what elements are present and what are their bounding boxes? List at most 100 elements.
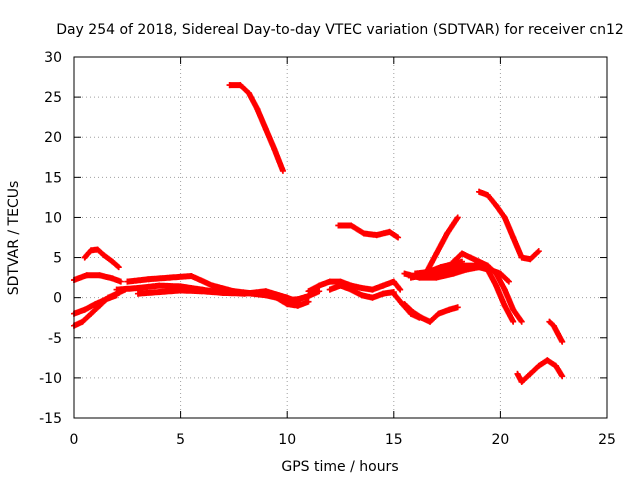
data-point — [188, 273, 195, 280]
data-point — [559, 338, 566, 345]
data-point — [113, 292, 120, 299]
data-point — [166, 274, 173, 281]
data-point — [459, 258, 466, 265]
data-point — [177, 287, 184, 294]
data-point — [493, 270, 500, 277]
data-point — [552, 362, 559, 369]
data-point — [454, 214, 461, 221]
y-tick-label: -10 — [39, 371, 62, 387]
chart-title: Day 254 of 2018, Sidereal Day-to-day VTE… — [56, 22, 624, 38]
data-layer — [71, 82, 566, 385]
series-arc-early-bump — [81, 246, 122, 271]
data-point — [358, 292, 365, 299]
data-point — [514, 370, 521, 377]
data-point — [284, 294, 291, 301]
data-point — [493, 282, 500, 289]
data-point — [463, 266, 470, 273]
data-point — [424, 268, 431, 275]
data-point — [450, 270, 457, 277]
data-point — [454, 304, 461, 311]
data-point — [335, 222, 342, 229]
data-point — [401, 270, 408, 277]
y-tick-label: 30 — [44, 50, 62, 66]
data-point — [124, 278, 131, 285]
data-point — [316, 282, 323, 289]
x-tick-label: 5 — [176, 432, 185, 448]
series-trace — [390, 290, 422, 321]
data-point — [83, 272, 90, 279]
data-point — [397, 286, 404, 293]
tick-layer: 0 5 10 15 20 25 -15 -10 -5 0 5 10 15 20 25 30 — [39, 50, 616, 448]
data-point — [134, 290, 141, 297]
series-arc-early-low — [71, 292, 120, 317]
data-point — [92, 301, 99, 308]
series-arc-peak-mid — [476, 188, 542, 263]
data-point — [444, 230, 451, 237]
data-point — [241, 290, 248, 297]
data-point — [245, 90, 252, 97]
data-point — [501, 286, 508, 293]
data-point — [337, 282, 344, 289]
x-tick-label: 25 — [598, 432, 616, 448]
data-point — [510, 234, 517, 241]
data-point — [437, 264, 444, 271]
data-point — [435, 310, 442, 317]
data-point — [501, 302, 508, 309]
data-point — [326, 286, 333, 293]
data-point — [109, 275, 116, 282]
data-point — [109, 258, 116, 265]
data-point — [271, 146, 278, 153]
y-tick-label: 15 — [44, 170, 62, 186]
data-point — [262, 288, 269, 295]
x-tick-label: 10 — [278, 432, 296, 448]
series-arc-dip-drop — [390, 290, 423, 321]
y-tick-label: 5 — [53, 251, 62, 267]
y-tick-label: 10 — [44, 210, 62, 226]
series-trace — [226, 82, 286, 173]
data-point — [554, 330, 561, 337]
series-band-right-b — [326, 282, 397, 301]
data-point — [493, 202, 500, 209]
data-point — [550, 322, 557, 329]
y-tick-label: -5 — [48, 331, 62, 347]
data-point — [459, 250, 466, 257]
data-point — [254, 106, 261, 113]
data-point — [476, 188, 483, 195]
data-point — [117, 278, 124, 285]
x-tick-label: 15 — [385, 432, 403, 448]
data-point — [100, 252, 107, 259]
series-arc-peak-high — [226, 82, 286, 174]
data-point — [145, 276, 152, 283]
series-band-mid-c — [134, 287, 301, 305]
data-point — [518, 378, 525, 385]
data-point — [390, 278, 397, 285]
data-point — [527, 256, 534, 263]
data-point — [226, 82, 233, 89]
data-point — [450, 260, 457, 267]
grid-layer — [74, 57, 607, 418]
series-arc-late-short — [546, 318, 566, 345]
data-point — [156, 289, 163, 296]
data-point — [535, 362, 542, 369]
plot-frame — [73, 56, 608, 419]
data-point — [546, 318, 553, 325]
data-point — [510, 306, 517, 313]
x-axis-label: GPS time / hours — [281, 459, 398, 475]
data-point — [476, 264, 483, 271]
data-point — [476, 258, 483, 265]
data-point — [358, 285, 365, 292]
data-point — [96, 272, 103, 279]
data-point — [467, 254, 474, 261]
x-tick-label: 20 — [491, 432, 509, 448]
data-point — [527, 370, 534, 377]
data-point — [380, 282, 387, 289]
series-arc-early-dip — [71, 286, 129, 329]
data-point — [220, 289, 227, 296]
data-point — [81, 254, 88, 261]
data-point — [407, 310, 414, 317]
data-point — [446, 306, 453, 313]
data-point — [433, 274, 440, 281]
y-tick-label: -15 — [39, 411, 62, 427]
data-point — [390, 290, 397, 297]
